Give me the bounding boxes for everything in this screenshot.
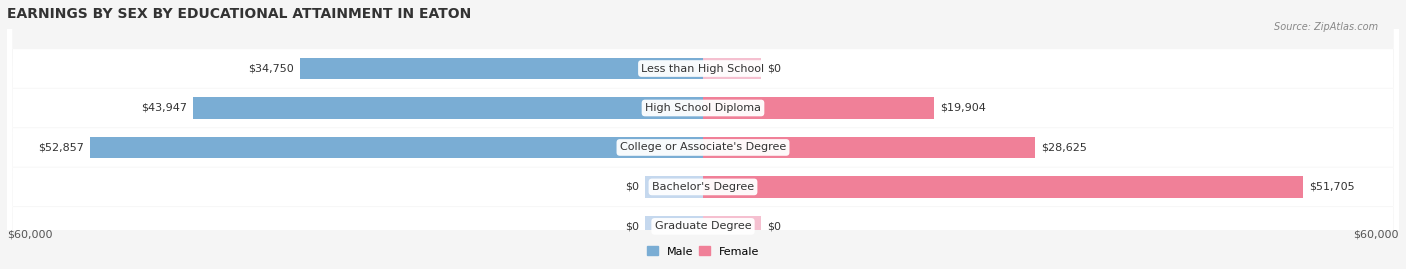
Text: $0: $0 bbox=[766, 221, 780, 231]
Bar bbox=[703, 215, 761, 237]
Bar bbox=[703, 137, 1035, 158]
Text: $60,000: $60,000 bbox=[7, 229, 52, 239]
FancyBboxPatch shape bbox=[7, 0, 1399, 269]
Text: $28,625: $28,625 bbox=[1040, 143, 1087, 153]
Text: $51,705: $51,705 bbox=[1309, 182, 1354, 192]
Bar bbox=[645, 215, 703, 237]
Bar bbox=[299, 58, 703, 79]
Bar bbox=[703, 176, 1303, 198]
Text: $0: $0 bbox=[626, 221, 640, 231]
FancyBboxPatch shape bbox=[7, 0, 1399, 269]
Text: Bachelor's Degree: Bachelor's Degree bbox=[652, 182, 754, 192]
FancyBboxPatch shape bbox=[7, 0, 1399, 269]
Text: High School Diploma: High School Diploma bbox=[645, 103, 761, 113]
Text: $19,904: $19,904 bbox=[939, 103, 986, 113]
Text: College or Associate's Degree: College or Associate's Degree bbox=[620, 143, 786, 153]
Bar bbox=[703, 97, 934, 119]
Bar bbox=[90, 137, 703, 158]
FancyBboxPatch shape bbox=[7, 0, 1399, 269]
Bar bbox=[645, 176, 703, 198]
Text: Source: ZipAtlas.com: Source: ZipAtlas.com bbox=[1274, 22, 1378, 31]
Text: $43,947: $43,947 bbox=[142, 103, 187, 113]
FancyBboxPatch shape bbox=[7, 0, 1399, 269]
Text: $52,857: $52,857 bbox=[38, 143, 84, 153]
Text: EARNINGS BY SEX BY EDUCATIONAL ATTAINMENT IN EATON: EARNINGS BY SEX BY EDUCATIONAL ATTAINMEN… bbox=[7, 7, 471, 21]
Text: $0: $0 bbox=[626, 182, 640, 192]
Bar bbox=[193, 97, 703, 119]
Text: Less than High School: Less than High School bbox=[641, 63, 765, 73]
Legend: Male, Female: Male, Female bbox=[643, 242, 763, 261]
Text: $60,000: $60,000 bbox=[1354, 229, 1399, 239]
Bar bbox=[703, 58, 761, 79]
Text: $34,750: $34,750 bbox=[249, 63, 294, 73]
Text: Graduate Degree: Graduate Degree bbox=[655, 221, 751, 231]
Text: $0: $0 bbox=[766, 63, 780, 73]
